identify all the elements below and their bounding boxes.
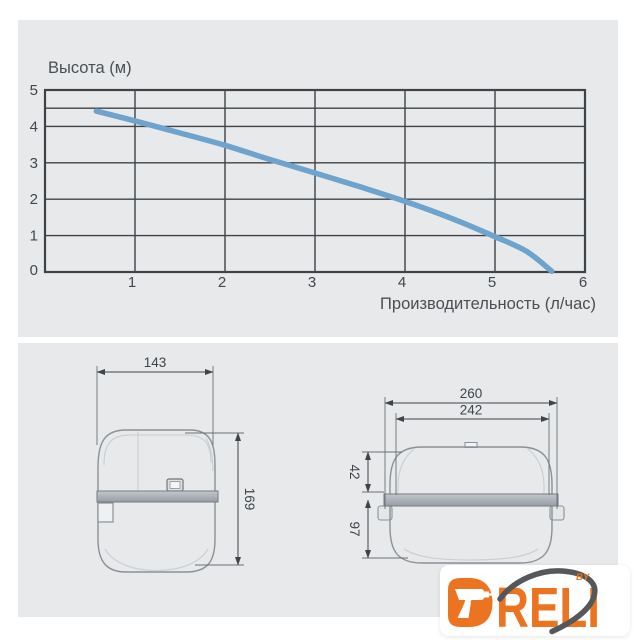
performance-curve: [93, 108, 555, 275]
svg-text:3: 3: [308, 274, 316, 291]
brand-logo-card: RELI BY: [440, 565, 630, 636]
side-upper-height-label: 42: [347, 464, 362, 479]
pump-front-body: [97, 429, 216, 573]
side-left-shoulder: [397, 448, 415, 494]
svg-text:1: 1: [128, 274, 136, 291]
svg-text:5: 5: [30, 82, 38, 99]
x-tick-labels: 1 2 3 4 5 6: [128, 274, 587, 291]
svg-text:4: 4: [398, 274, 406, 291]
plot-border: [43, 88, 587, 274]
front-side-port: [97, 502, 114, 523]
front-bottom-contour: [104, 548, 209, 572]
dimension-drawings-panel: 143 169 260: [18, 343, 618, 617]
side-bottom-contour: [403, 548, 539, 561]
side-body-width-label: 242: [460, 403, 483, 418]
front-height-label: 169: [242, 488, 257, 511]
svg-text:0: 0: [30, 262, 38, 279]
svg-text:3: 3: [30, 155, 38, 172]
performance-chart-panel: 5 4 3 2 1 0 1 2 3 4 5 6 Высота (м) Произ…: [18, 20, 618, 337]
performance-chart-canvas: 5 4 3 2 1 0 1 2 3 4 5 6 Высота (м) Произ…: [30, 59, 596, 313]
y-axis-title: Высота (м): [48, 59, 132, 77]
brand-by-label: BY: [576, 572, 591, 583]
drill-icon: [455, 589, 493, 618]
svg-text:1: 1: [30, 228, 38, 245]
side-overall-width-label: 260: [460, 386, 483, 401]
y-tick-labels: 5 4 3 2 1 0: [30, 82, 38, 279]
front-right-shading: [205, 437, 214, 472]
swoosh-icon: [497, 568, 598, 635]
dimension-drawings-canvas: 143 169 260: [96, 355, 565, 573]
side-clamp-band: [383, 493, 559, 507]
pump-front-view: 143 169: [96, 355, 257, 573]
pump-side-body: [389, 446, 553, 564]
front-clamp-band: [96, 490, 219, 503]
svg-text:2: 2: [218, 274, 226, 291]
x-axis-title: Производительность (л/час): [380, 295, 596, 313]
svg-text:6: 6: [579, 274, 587, 291]
svg-text:4: 4: [30, 118, 38, 135]
front-latch-inner: [169, 481, 181, 489]
side-right-shoulder: [527, 448, 545, 494]
svg-text:5: 5: [488, 274, 496, 291]
front-lid-contour: [103, 434, 212, 466]
brand-logo: RELI BY: [448, 568, 600, 636]
svg-text:2: 2: [30, 191, 38, 208]
pump-side-view: 260 242 42 97: [347, 386, 565, 564]
side-lower-height-label: 97: [347, 521, 362, 536]
front-width-label: 143: [144, 355, 167, 370]
